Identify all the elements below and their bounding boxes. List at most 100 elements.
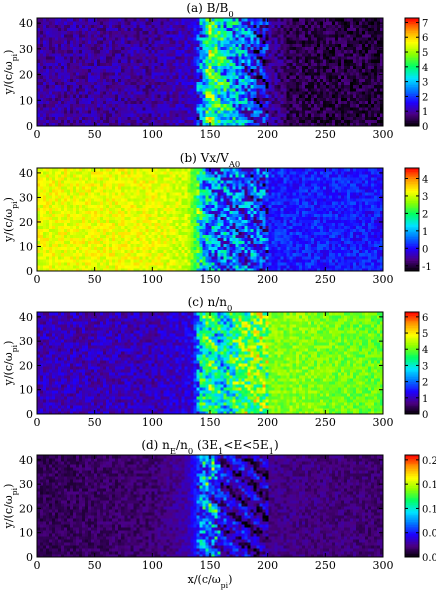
- heatmap-cell: [70, 177, 74, 181]
- heatmap-cell: [202, 110, 206, 114]
- heatmap-cell: [121, 49, 125, 54]
- heatmap-cell: [109, 213, 113, 217]
- heatmap-cell: [58, 246, 62, 251]
- heatmap-cell: [76, 192, 80, 196]
- heatmap-cell: [376, 59, 381, 63]
- heatmap-cell: [151, 40, 155, 44]
- heatmap-cell: [304, 103, 309, 108]
- heatmap-cell: [178, 56, 182, 60]
- heatmap-cell: [286, 33, 291, 38]
- heatmap-cell: [73, 216, 77, 220]
- heatmap-cell: [130, 52, 134, 57]
- heatmap-cell: [262, 84, 267, 89]
- heatmap-cell: [340, 122, 345, 127]
- heatmap-cell: [190, 30, 194, 35]
- heatmap-cell: [43, 231, 47, 236]
- heatmap-cell: [331, 84, 336, 89]
- heatmap-cell: [100, 195, 104, 199]
- heatmap-cell: [190, 21, 194, 25]
- heatmap-cell: [97, 216, 101, 220]
- heatmap-cell: [241, 30, 245, 35]
- heatmap-cell: [169, 21, 173, 25]
- heatmap-cell: [370, 84, 375, 89]
- heatmap-cell: [355, 106, 360, 111]
- heatmap-cell: [337, 37, 342, 41]
- heatmap-cell: [49, 249, 53, 254]
- heatmap-cell: [310, 46, 315, 51]
- heatmap-cell: [379, 59, 384, 63]
- heatmap-cell: [274, 40, 279, 44]
- heatmap-cell: [121, 97, 125, 101]
- heatmap-cell: [193, 110, 197, 114]
- heatmap-cell: [316, 87, 321, 92]
- heatmap-cell: [322, 100, 327, 105]
- heatmap-cell: [151, 100, 155, 105]
- heatmap-cell: [70, 171, 74, 175]
- heatmap-cell: [223, 72, 227, 76]
- heatmap-cell: [100, 113, 104, 117]
- heatmap-cell: [301, 30, 306, 35]
- heatmap-cell: [91, 210, 95, 214]
- heatmap-cell: [127, 78, 131, 82]
- heatmap-cell: [181, 30, 185, 35]
- heatmap-cell: [232, 33, 236, 38]
- heatmap-cell: [97, 24, 101, 28]
- heatmap-cell: [250, 33, 255, 38]
- heatmap-cell: [49, 222, 53, 226]
- heatmap-cell: [142, 65, 146, 70]
- heatmap-cell: [328, 59, 333, 63]
- heatmap-cell: [268, 87, 273, 92]
- heatmap-cell: [106, 168, 110, 172]
- heatmap-cell: [229, 81, 233, 86]
- heatmap-cell: [232, 91, 236, 95]
- heatmap-cell: [286, 81, 291, 86]
- heatmap-cell: [178, 68, 182, 73]
- heatmap-cell: [46, 183, 50, 187]
- heatmap-cell: [220, 59, 224, 63]
- heatmap-cell: [187, 113, 191, 117]
- heatmap-cell: [259, 103, 264, 108]
- heatmap-cell: [349, 30, 354, 35]
- heatmap-cell: [301, 56, 306, 60]
- heatmap-cell: [277, 78, 282, 82]
- heatmap-cell: [37, 62, 41, 67]
- heatmap-cell: [118, 231, 122, 236]
- heatmap-cell: [82, 56, 86, 60]
- heatmap-cell: [64, 65, 68, 70]
- heatmap-cell: [52, 81, 56, 86]
- heatmap-cell: [247, 30, 252, 35]
- heatmap-cell: [358, 56, 363, 60]
- heatmap-cell: [202, 40, 206, 44]
- heatmap-cell: [109, 252, 113, 257]
- heatmap-cell: [76, 174, 80, 178]
- heatmap-cell: [193, 30, 197, 35]
- heatmap-cell: [103, 78, 107, 82]
- heatmap-cell: [85, 65, 89, 70]
- heatmap-cell: [184, 87, 188, 92]
- heatmap-cell: [199, 62, 203, 67]
- heatmap-cell: [55, 33, 59, 38]
- heatmap-cell: [43, 216, 47, 220]
- heatmap-cell: [364, 49, 369, 54]
- heatmap-cell: [238, 65, 242, 70]
- heatmap-cell: [178, 65, 182, 70]
- heatmap-cell: [163, 59, 167, 63]
- heatmap-cell: [268, 56, 273, 60]
- heatmap-cell: [250, 81, 255, 86]
- heatmap-cell: [337, 33, 342, 38]
- heatmap-cell: [61, 225, 65, 229]
- heatmap-cell: [286, 97, 291, 101]
- heatmap-cell: [367, 40, 372, 44]
- heatmap-cell: [355, 94, 360, 98]
- heatmap-cell: [190, 106, 194, 111]
- heatmap-cell: [355, 81, 360, 86]
- heatmap-cell: [346, 62, 351, 67]
- heatmap-cell: [199, 116, 203, 121]
- heatmap-cell: [367, 78, 372, 82]
- heatmap-cell: [88, 186, 92, 190]
- heatmap-cell: [214, 30, 218, 35]
- heatmap-cell: [157, 119, 161, 124]
- heatmap-cell: [232, 78, 236, 82]
- heatmap-cell: [250, 18, 255, 22]
- heatmap-cell: [115, 255, 119, 260]
